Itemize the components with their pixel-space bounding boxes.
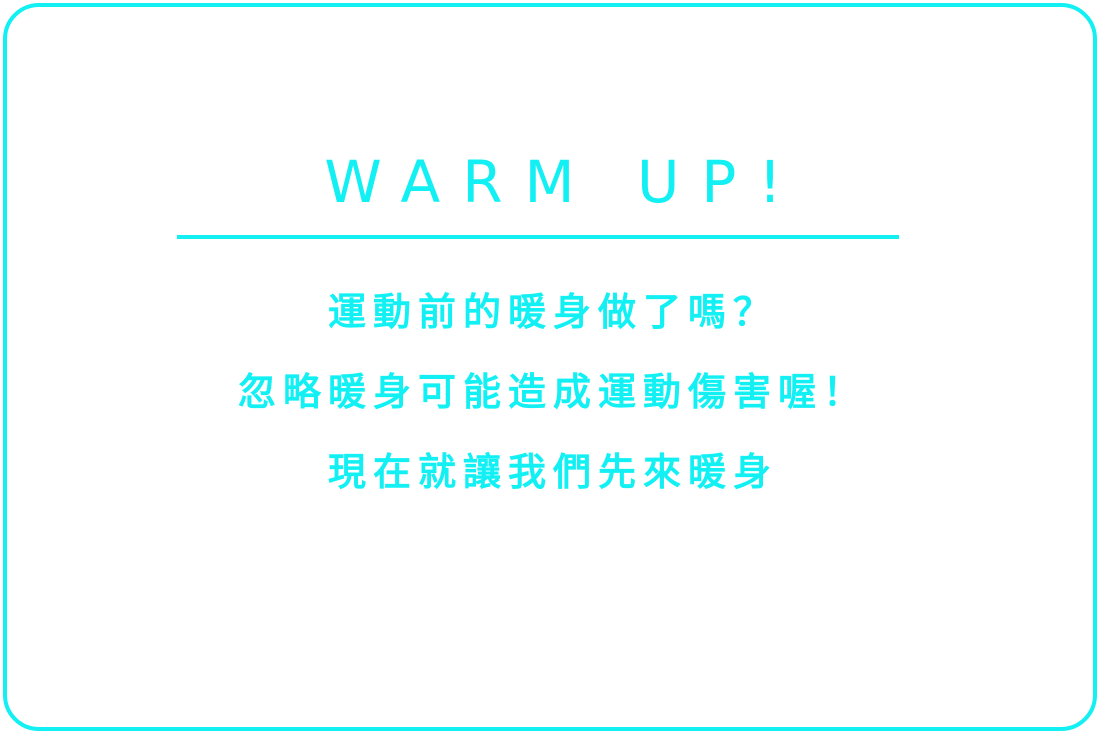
message-line-2: 忽略暖身可能造成運動傷害喔！ (237, 370, 868, 414)
card-message: 運動前的暖身做了嗎？ 忽略暖身可能造成運動傷害喔！ 現在就讓我們先來暖身 (7, 282, 1098, 522)
message-line-1: 運動前的暖身做了嗎？ (327, 290, 778, 334)
title-divider (177, 235, 899, 239)
warm-up-card: WARM UP! 運動前的暖身做了嗎？ 忽略暖身可能造成運動傷害喔！ 現在就讓我… (3, 3, 1097, 731)
message-line-3: 現在就讓我們先來暖身 (327, 450, 778, 494)
card-title: WARM UP! (324, 148, 804, 216)
